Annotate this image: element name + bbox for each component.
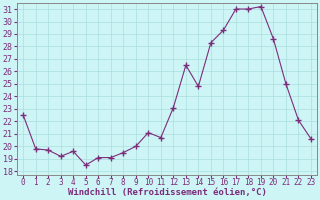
X-axis label: Windchill (Refroidissement éolien,°C): Windchill (Refroidissement éolien,°C) [68,188,267,197]
